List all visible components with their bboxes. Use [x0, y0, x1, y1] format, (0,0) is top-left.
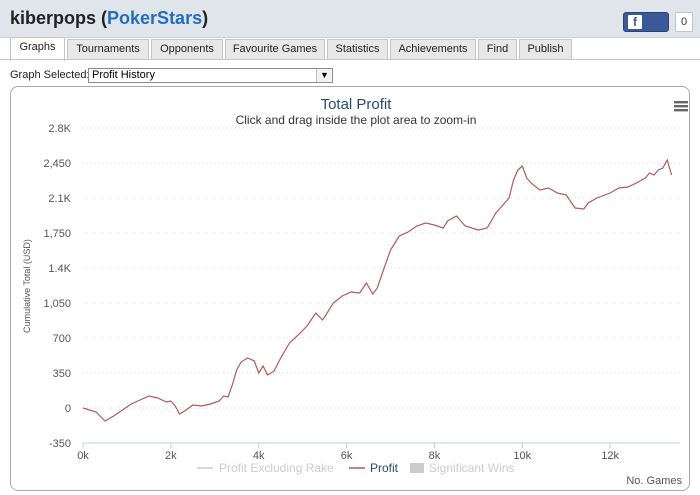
x-tick-label: 2k: [165, 450, 177, 462]
chart-panel: [10, 86, 690, 491]
chart-title: Total Profit: [321, 96, 393, 113]
legend-symbol: [410, 463, 424, 473]
legend-label: Profit Excluding Rake: [219, 461, 334, 475]
chart-subtitle: Click and drag inside the plot area to z…: [236, 113, 477, 127]
y-tick-label: 2.8K: [48, 123, 71, 135]
y-tick-label: 2,450: [43, 158, 71, 170]
tab-opponents[interactable]: Opponents: [151, 39, 223, 59]
y-tick-label: 1,050: [43, 298, 71, 310]
facebook-like-button[interactable]: f Like: [623, 12, 669, 50]
tab-tournaments[interactable]: Tournaments: [67, 39, 149, 59]
tab-find[interactable]: Find: [478, 39, 517, 59]
y-tick-label: -350: [49, 438, 71, 450]
tab-favourite-games[interactable]: Favourite Games: [225, 39, 325, 59]
site-link[interactable]: PokerStars: [107, 8, 203, 28]
x-tick-label: 8k: [429, 450, 441, 462]
y-tick-label: 2.1K: [48, 193, 71, 205]
page-title: kiberpops (PokerStars): [10, 8, 209, 28]
legend-label: Profit: [370, 461, 399, 475]
tab-achievements[interactable]: Achievements: [390, 39, 476, 59]
x-axis-title: No. Games: [626, 475, 682, 487]
graph-select[interactable]: Profit History ▼: [88, 68, 333, 83]
y-tick-label: 1,750: [43, 228, 71, 240]
x-tick-label: 12k: [601, 450, 619, 462]
y-tick-label: 0: [65, 403, 71, 415]
x-tick-label: 6k: [341, 450, 353, 462]
facebook-icon: f: [628, 15, 642, 29]
like-label: Like: [624, 36, 649, 50]
y-tick-label: 700: [53, 333, 71, 345]
legend-item[interactable]: Profit: [349, 461, 399, 475]
legend-item[interactable]: Significant Wins: [410, 461, 514, 475]
username: kiberpops: [10, 8, 97, 28]
x-tick-label: 10k: [513, 450, 531, 462]
y-axis-title: Cumulative Total (USD): [22, 239, 32, 333]
tab-statistics[interactable]: Statistics: [327, 39, 388, 59]
tab-divider: [0, 59, 700, 60]
x-tick-label: 4k: [253, 450, 265, 462]
graph-selected-label: Graph Selected:: [10, 69, 90, 81]
series-profit-line: [82, 158, 673, 422]
graph-select-value: Profit History: [92, 69, 155, 81]
profile-header: kiberpops (PokerStars) f Like 0: [0, 0, 700, 50]
like-count: 0: [675, 12, 693, 32]
tab-graphs[interactable]: Graphs: [10, 37, 65, 61]
chart-menu-icon[interactable]: [674, 101, 688, 112]
x-tick-label: 0k: [77, 450, 89, 462]
legend-item[interactable]: Profit Excluding Rake: [197, 461, 334, 475]
y-tick-label: 1.4K: [48, 263, 71, 275]
chevron-down-icon[interactable]: ▼: [316, 69, 332, 82]
y-tick-label: 350: [53, 368, 71, 380]
tab-publish[interactable]: Publish: [519, 39, 572, 59]
legend-label: Significant Wins: [429, 461, 514, 475]
